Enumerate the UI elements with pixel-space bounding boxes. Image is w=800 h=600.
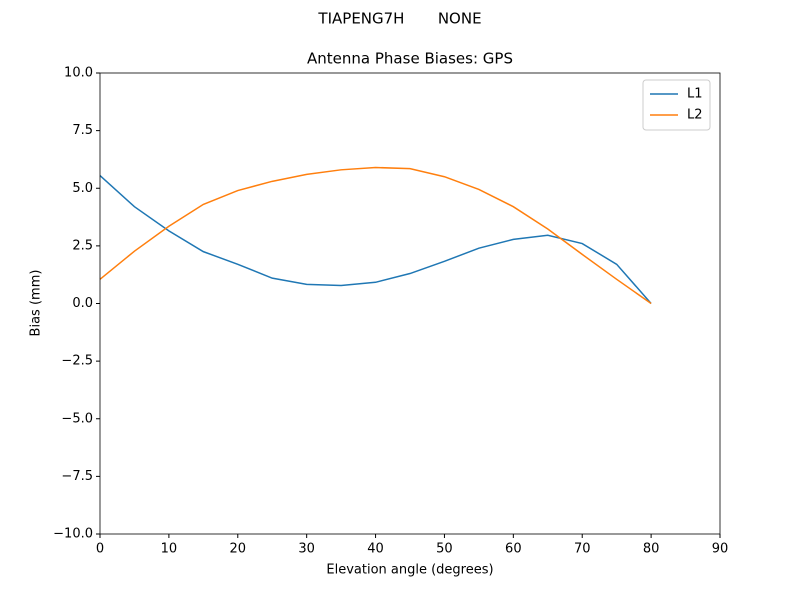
y-tick-label: 0.0	[72, 296, 93, 311]
x-tick-label: 0	[96, 542, 104, 557]
y-tick-label: 2.5	[72, 238, 93, 253]
x-tick-label: 60	[505, 542, 522, 557]
y-tick-label: −5.0	[61, 411, 93, 426]
legend-label: L1	[687, 87, 703, 102]
line-series	[99, 175, 652, 304]
plot-frame	[99, 72, 721, 535]
y-tick-label: −7.5	[61, 469, 93, 484]
y-tick-label: 10.0	[64, 66, 93, 81]
suptitle: TIAPENG7H NONE	[317, 10, 481, 28]
x-tick-label: 20	[230, 542, 247, 557]
x-tick-label: 30	[298, 542, 315, 557]
x-tick-label: 40	[367, 542, 384, 557]
legend-box	[642, 79, 711, 131]
x-tick-label: 70	[574, 542, 591, 557]
y-axis-label: Bias (mm)	[29, 270, 44, 337]
x-tick-label: 10	[161, 542, 178, 557]
y-tick-label: 7.5	[72, 123, 93, 138]
y-tick-label: −2.5	[61, 354, 93, 369]
x-tick-label: 80	[643, 542, 660, 557]
y-tick-label: −10.0	[53, 527, 93, 542]
legend-label: L2	[687, 108, 703, 123]
chart-title: Antenna Phase Biases: GPS	[307, 50, 513, 68]
x-tick-label: 90	[712, 542, 729, 557]
x-tick-label: 50	[436, 542, 453, 557]
line-series	[99, 166, 652, 305]
y-tick-label: 5.0	[72, 181, 93, 196]
x-axis-label: Elevation angle (degrees)	[326, 563, 493, 578]
